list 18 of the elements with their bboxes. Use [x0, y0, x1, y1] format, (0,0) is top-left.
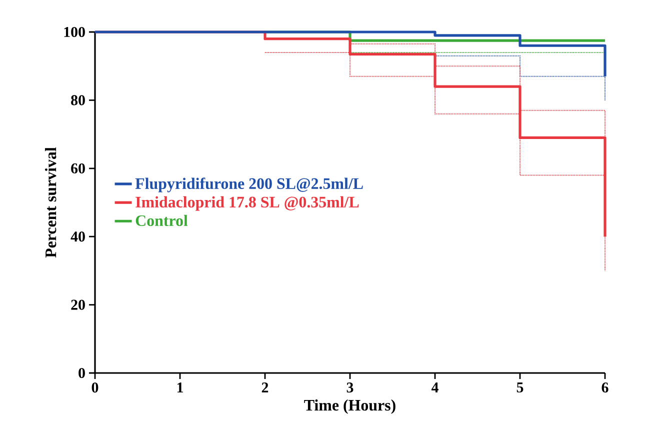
y-tick-label: 0	[78, 368, 85, 378]
y-axis-title: Percent survival	[44, 147, 56, 258]
legend-label: Control	[136, 214, 188, 226]
x-tick-label: 5	[516, 382, 524, 392]
y-tick-label: 60	[71, 163, 85, 174]
x-tick-label: 6	[602, 382, 608, 393]
y-tick-label: 100	[64, 26, 85, 38]
x-tick-label: 4	[431, 382, 438, 392]
y-tick-label: 20	[71, 300, 85, 310]
y-tick-label: 80	[71, 95, 85, 106]
legend-label: Imidacloprid 17.8 SL @0.35ml/L	[136, 196, 359, 211]
x-axis-title: Time (Hours)	[304, 399, 396, 414]
x-tick-label: 3	[346, 382, 354, 393]
y-tick-label: 40	[70, 232, 85, 242]
legend-label: Flupyridifurone 200 SL@2.5ml/L	[135, 178, 363, 192]
x-tick-label: 1	[177, 382, 183, 392]
x-tick-label: 2	[262, 382, 268, 392]
x-tick-label: 0	[92, 382, 98, 393]
